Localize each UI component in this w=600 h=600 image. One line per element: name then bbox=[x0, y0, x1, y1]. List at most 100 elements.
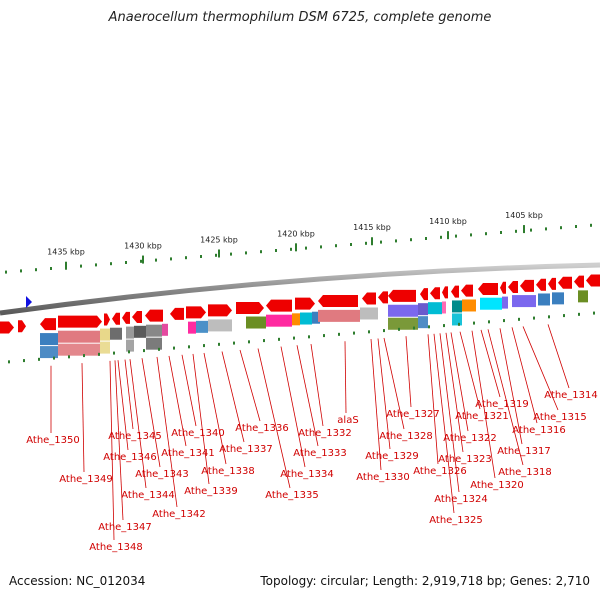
gene-block bbox=[512, 295, 536, 308]
lower-dot bbox=[293, 336, 295, 340]
lower-dot bbox=[428, 325, 430, 329]
gene-arrow bbox=[451, 285, 459, 298]
callout-leader bbox=[499, 328, 523, 445]
gene-label: Athe_1319 bbox=[475, 399, 529, 410]
callout-leader bbox=[405, 336, 412, 408]
callout-leader bbox=[487, 329, 524, 466]
gene-label: Athe_1321 bbox=[455, 411, 509, 422]
ruler-dot bbox=[80, 264, 82, 268]
gene-block bbox=[502, 296, 508, 309]
scale-tick-label: 1430 kbp bbox=[124, 242, 162, 251]
gene-arrow bbox=[536, 278, 546, 291]
lower-dot bbox=[83, 354, 85, 358]
ruler-major-tick bbox=[218, 249, 220, 258]
gene-label: Athe_1346 bbox=[103, 452, 157, 463]
callout-leader bbox=[433, 333, 455, 514]
ruler-dot bbox=[395, 239, 397, 243]
gene-arrow bbox=[520, 279, 534, 292]
lower-dot bbox=[38, 357, 40, 361]
callout-leader bbox=[221, 351, 245, 443]
ruler-dot bbox=[320, 245, 322, 249]
gene-callouts: Athe_1350Athe_1349Athe_1348Athe_1347Athe… bbox=[26, 324, 598, 553]
ruler-dot bbox=[350, 243, 352, 246]
lower-dot bbox=[353, 331, 355, 335]
lower-dot bbox=[233, 341, 235, 345]
gene-label: Athe_1341 bbox=[161, 448, 215, 459]
strand-direction-marker bbox=[26, 296, 32, 308]
ruler-dot bbox=[290, 247, 292, 251]
ruler-dot bbox=[275, 249, 277, 252]
lower-dot bbox=[98, 352, 100, 356]
gene-label: Athe_1329 bbox=[365, 451, 419, 462]
gene-arrow bbox=[170, 307, 184, 320]
ruler-dot bbox=[50, 267, 52, 270]
callout-leader bbox=[181, 354, 197, 427]
gene-block bbox=[188, 321, 196, 334]
ruler-dot bbox=[470, 233, 472, 237]
ruler-dot bbox=[500, 231, 502, 234]
lower-dot bbox=[278, 337, 280, 341]
gene-arrow bbox=[112, 312, 120, 325]
gene-block bbox=[312, 311, 320, 324]
gene-block bbox=[40, 333, 58, 346]
ruler-dot bbox=[545, 227, 547, 231]
gene-block bbox=[100, 328, 110, 341]
ruler-dot bbox=[260, 250, 262, 254]
gene-block bbox=[480, 297, 502, 310]
ruler-dot bbox=[110, 262, 112, 266]
scale-tick-label: 1435 kbp bbox=[47, 248, 85, 257]
gene-arrow bbox=[40, 318, 56, 331]
ruler-dot bbox=[215, 253, 217, 257]
gene-label: Athe_1330 bbox=[356, 472, 410, 483]
lower-dot bbox=[533, 316, 535, 320]
map-title: Anaerocellum thermophilum DSM 6725, comp… bbox=[108, 10, 492, 25]
callout-leader bbox=[445, 332, 464, 453]
gene-label: Athe_1314 bbox=[544, 390, 598, 401]
lower-dot bbox=[338, 332, 340, 336]
gene-arrow bbox=[442, 286, 448, 299]
lower-dot bbox=[593, 311, 595, 315]
ruler-dot bbox=[140, 259, 142, 263]
ruler-major-tick bbox=[371, 237, 373, 246]
scale-tick-label: 1425 kbp bbox=[200, 235, 238, 244]
gene-block bbox=[578, 290, 588, 303]
callout-leader bbox=[296, 345, 319, 447]
gene-label: Athe_1345 bbox=[108, 431, 162, 442]
gene-label: Athe_1342 bbox=[152, 509, 206, 520]
lower-dot bbox=[113, 351, 115, 355]
callout-leader bbox=[383, 337, 405, 430]
gene-arrow bbox=[58, 315, 102, 328]
lower-dot bbox=[128, 350, 130, 354]
callout-leader bbox=[377, 338, 391, 450]
gene-label: Athe_1325 bbox=[429, 515, 483, 526]
gene-label: Athe_1322 bbox=[443, 433, 497, 444]
ruler-dot bbox=[575, 225, 577, 228]
gene-block bbox=[318, 309, 360, 322]
gene-label: Athe_1332 bbox=[298, 428, 352, 439]
gene-label: Athe_1347 bbox=[98, 522, 152, 533]
callout-leader bbox=[471, 330, 496, 479]
gene-arrow bbox=[420, 288, 428, 301]
lower-dot bbox=[203, 344, 205, 348]
lower-dot bbox=[368, 330, 370, 334]
gene-label: Athe_1339 bbox=[184, 486, 238, 497]
ruler-major-tick bbox=[523, 225, 525, 234]
ruler-dot bbox=[515, 229, 517, 233]
gene-block bbox=[388, 304, 418, 317]
callout-leader bbox=[450, 332, 469, 432]
gene-arrow bbox=[122, 311, 130, 324]
callout-leader bbox=[280, 346, 306, 468]
gene-label: Athe_1335 bbox=[265, 490, 319, 501]
ruler-dot bbox=[200, 255, 202, 258]
ruler-major-tick bbox=[142, 255, 144, 264]
gene-label: Athe_1326 bbox=[413, 466, 467, 477]
callout-leader bbox=[310, 344, 324, 427]
accession-label: Accession: NC_012034 bbox=[9, 574, 146, 588]
gene-block bbox=[552, 292, 564, 305]
ruler-major-tick bbox=[65, 261, 67, 270]
gene-block bbox=[196, 320, 208, 333]
gene-block bbox=[146, 337, 162, 350]
ruler-major-tick bbox=[447, 231, 449, 240]
gene-block bbox=[418, 316, 428, 329]
gene-label: Athe_1317 bbox=[497, 446, 551, 457]
